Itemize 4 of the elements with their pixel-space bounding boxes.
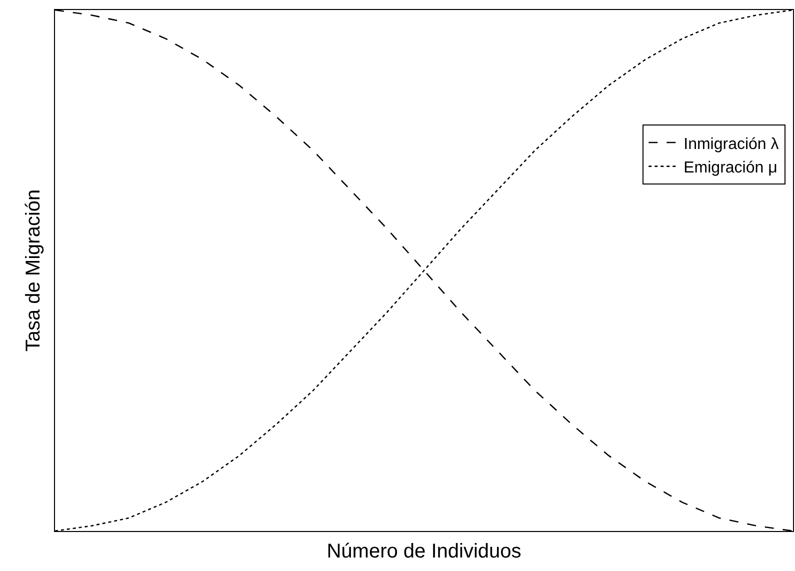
legend-label: Inmigración λ xyxy=(684,136,779,153)
x-axis-title: Número de Individuos xyxy=(326,540,522,562)
legend-label: Emigración μ xyxy=(684,160,778,177)
y-axis-title: Tasa de Migración xyxy=(22,189,44,352)
